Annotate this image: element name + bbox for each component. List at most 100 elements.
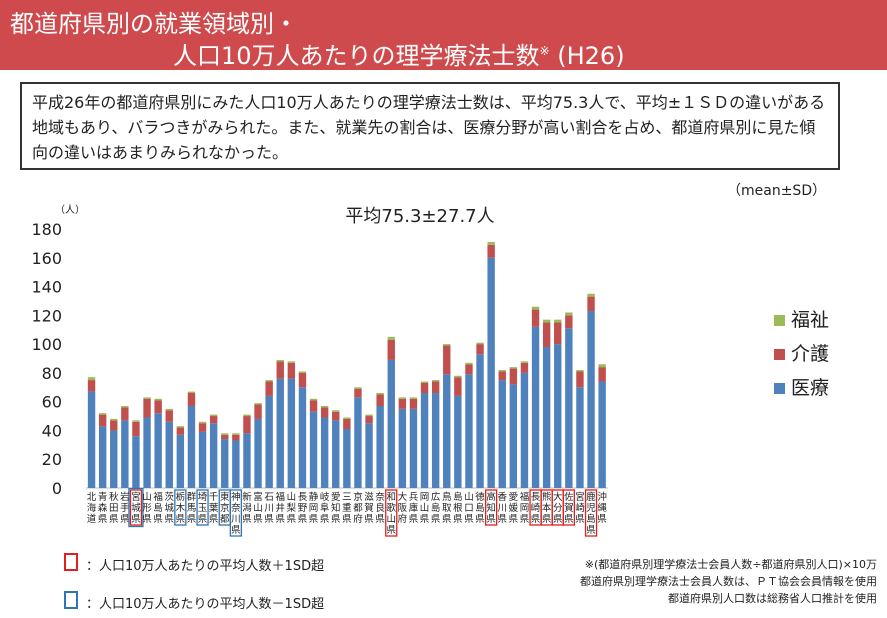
bar-segment-iryo [443,374,451,488]
x-tick-label: 岐阜県 [320,491,330,525]
x-tick-label: 東京都 [220,491,230,525]
y-tick-label: 40 [42,421,62,440]
bar-segment-fukushi [143,397,151,399]
bar-segment-iryo [409,408,418,488]
bar-segment-fukushi [287,361,296,363]
bar-segment-iryo [132,436,140,488]
bar-segment-kaigo [309,400,318,412]
x-tick-label: 北海道 [87,492,97,525]
bar-segment-fukushi [365,414,373,417]
bar-segment-fukushi [320,405,329,408]
bar-segment-fukushi [443,344,451,346]
x-tick-label: 福井県 [275,491,285,525]
bar-segment-iryo [398,408,407,488]
bar-segment-kaigo [343,418,351,430]
bar-segment-kaigo [154,400,162,414]
legend-swatch [774,315,785,326]
bar-segment-fukushi [198,421,207,424]
x-tick-label: 宮城県 [131,491,141,525]
bar-segment-kaigo [531,309,540,327]
plus-sd-highlight-box [562,489,575,526]
footnote-member-source: 都道府県別理学療法士会員人数は、ＰＴ協会会員情報を使用 [580,575,877,588]
x-tick-label: 香川県 [497,492,507,525]
y-tick-label: 140 [31,278,62,297]
bar-segment-fukushi [232,433,240,435]
bar-segment-kaigo [509,368,518,385]
x-tick-label: 千葉県 [209,492,219,525]
x-tick-label: 島根県 [453,491,463,525]
footnote-formula: ※(都道府県別理学療法士会員人数÷都道府県別人口)×10万 [584,558,877,571]
bar-segment-fukushi [565,312,573,316]
bar-segment-fukushi [309,398,318,401]
x-tick-label: 埼玉県 [198,491,208,525]
bar-segment-fukushi [431,380,440,382]
bar-segment-fukushi [398,397,407,399]
bar-segment-kaigo [587,296,595,312]
bar-segment-fukushi [409,397,418,399]
x-tick-label: 富山県 [253,491,263,525]
bar-segment-fukushi [598,364,606,368]
bar-segment-fukushi [176,426,185,428]
bar-segment-iryo [154,413,162,488]
x-tick-label: 愛知県 [331,491,341,525]
bar-segment-fukushi [243,414,251,417]
chart-title: 平均75.3±27.7人 [345,206,494,227]
plus-sd-highlight-box [584,489,598,537]
bar-segment-kaigo [110,420,118,431]
bar-segment-iryo [587,311,595,488]
x-tick-label: 静岡県 [309,491,319,525]
y-tick-label: 160 [31,249,62,268]
bar-segment-fukushi [454,375,462,378]
bar-segment-iryo [487,257,495,488]
bar-segment-fukushi [132,420,140,422]
bar-segment-iryo [554,344,562,488]
bar-segment-fukushi [420,381,429,383]
bar-segment-fukushi [165,408,173,411]
x-tick-label: 熊本県 [542,491,552,525]
bar-segment-kaigo [565,315,573,329]
bar-segment-iryo [454,395,462,488]
legend-label: 福祉 [791,309,829,331]
bar-segment-iryo [176,434,185,488]
bar-segment-kaigo [387,339,395,360]
x-tick-label: 山梨県 [287,492,297,525]
bar-segment-fukushi [276,359,284,362]
x-tick-label: 広島県 [431,491,441,525]
footnote-population-source: 都道府県別人口数は総務省人口推計を使用 [668,592,877,605]
x-tick-label: 兵庫県 [409,491,419,525]
bar-segment-kaigo [465,364,473,375]
bar-segment-fukushi [498,370,506,372]
bar-segment-fukushi [254,403,262,405]
bar-segment-iryo [498,380,506,488]
bar-segment-iryo [87,391,96,488]
slide-title-main: 人口10万人あたりの理学療法士数 [173,42,540,70]
bar-segment-kaigo [232,434,240,441]
bar-segment-iryo [209,423,218,488]
bar-segment-iryo [542,346,551,488]
y-tick-label: 60 [42,393,62,412]
bar-segment-kaigo [98,414,107,427]
bar-segment-kaigo [165,410,173,422]
x-tick-label: 大分県 [553,491,563,525]
bar-segment-kaigo [198,423,207,432]
slide-header: 都道府県別の就業領域別・ 人口10万人あたりの理学療法士数※ (H26) [0,0,887,70]
bar-segment-fukushi [98,413,107,415]
x-tick-label: 秋田県 [109,491,119,525]
x-tick-label: 山形県 [142,492,152,525]
x-tick-label: 岩手県 [120,491,130,525]
bar-segment-iryo [276,378,284,488]
y-tick-label: 100 [31,335,62,354]
x-tick-label: 愛媛県 [509,491,519,525]
bar-segment-fukushi [487,241,495,245]
bar-segment-kaigo [254,404,262,419]
bar-segment-fukushi [576,370,584,372]
bar-segment-fukushi [187,391,196,394]
y-tick-label: 80 [42,364,62,383]
x-tick-label: 岡山県 [420,492,430,525]
x-tick-label: 鹿児島県 [586,491,596,536]
bar-segment-iryo [121,420,129,488]
bar-segment-iryo [143,417,151,488]
minus-sd-highlight-box [196,489,209,526]
x-tick-label: 三重県 [342,492,352,525]
minus-sd-legend-text: ：人口10万人あたりの平均人数－1SD超 [86,597,325,612]
